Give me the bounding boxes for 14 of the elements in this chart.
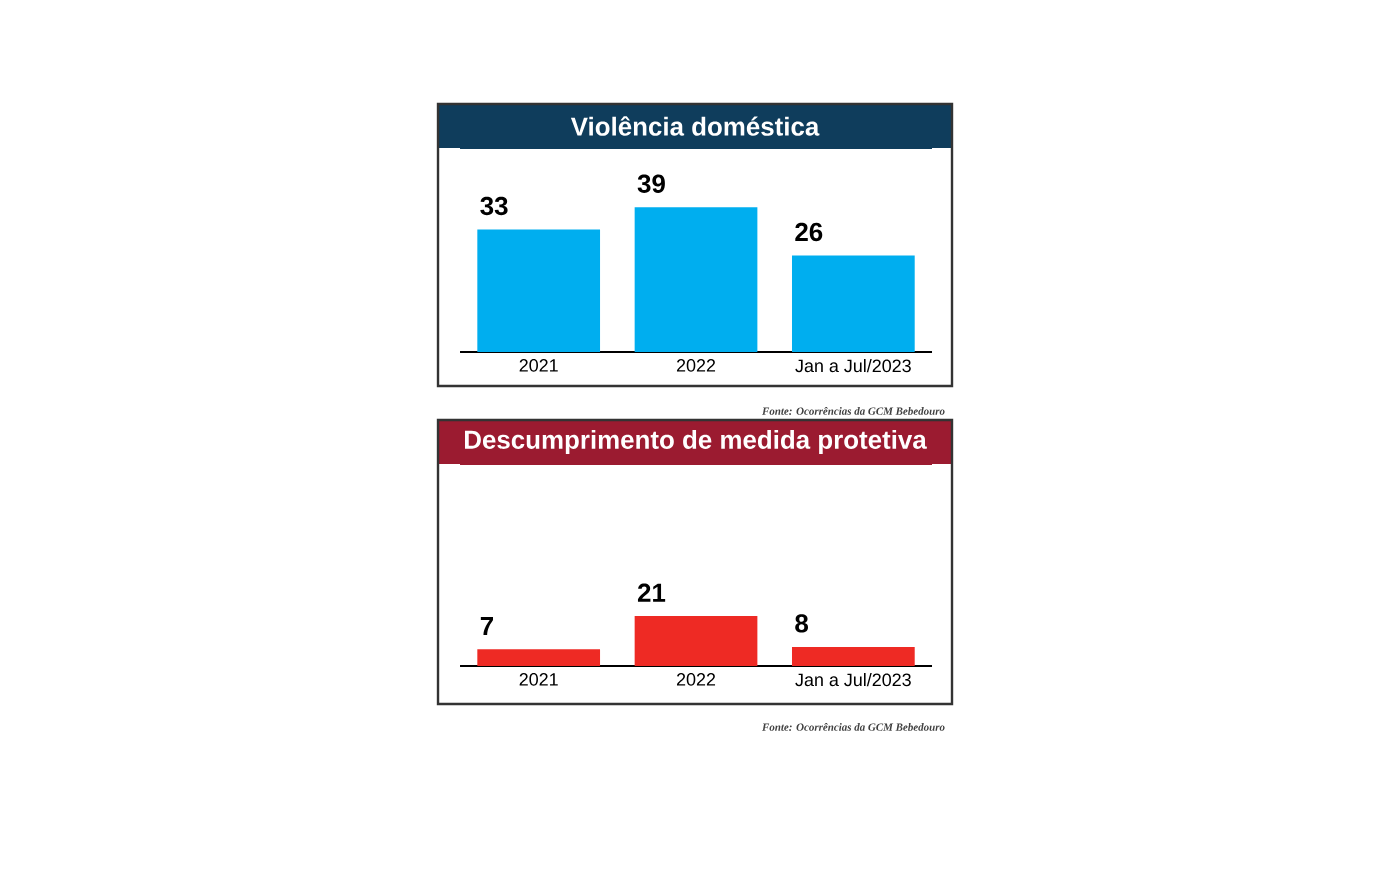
data-label: 21 bbox=[637, 583, 666, 602]
chart-title: Violência doméstica bbox=[570, 116, 820, 136]
x-tick-label: Jan a Jul/2023 bbox=[795, 359, 911, 373]
data-label: 7 bbox=[480, 617, 494, 635]
x-tick-label: 2022 bbox=[676, 673, 716, 686]
x-tick-label: 2021 bbox=[519, 359, 558, 372]
x-tick-label: 2021 bbox=[519, 673, 558, 686]
x-tick-label: 2022 bbox=[676, 359, 716, 372]
data-label: 26 bbox=[795, 222, 823, 242]
x-tick-label: Jan a Jul/2023 bbox=[795, 673, 911, 687]
chart-title: Descumprimento de medida protetiva bbox=[464, 429, 927, 455]
data-label: 33 bbox=[480, 196, 508, 216]
data-label: 39 bbox=[637, 174, 665, 193]
data-label: 8 bbox=[795, 614, 809, 633]
